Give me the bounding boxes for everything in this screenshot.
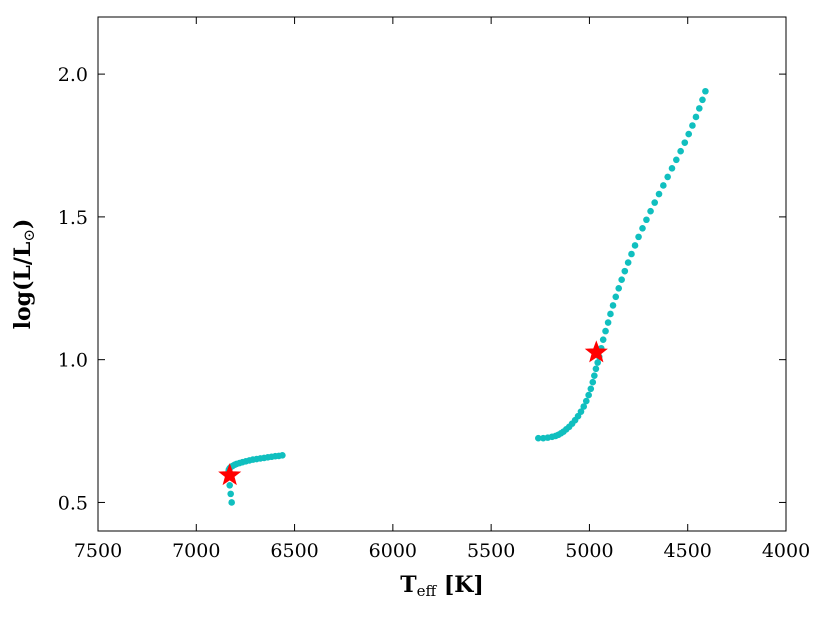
data-point	[594, 359, 601, 366]
y-axis-label: log(L/L⊙)	[10, 219, 38, 330]
x-axis-label-sub: eff	[417, 582, 438, 600]
plot-frame	[97, 16, 787, 532]
data-point	[607, 310, 614, 318]
data-point	[696, 105, 703, 112]
data-point	[624, 259, 632, 266]
data-point	[587, 385, 595, 393]
data-point	[618, 276, 625, 284]
data-point	[685, 130, 692, 138]
y-tick-label: 1.5	[58, 207, 88, 229]
data-point	[681, 139, 689, 146]
data-point	[592, 365, 600, 373]
x-tick-label: 4500	[664, 540, 712, 562]
data-point	[631, 242, 639, 249]
x-axis-label: Teff [K]	[400, 572, 484, 600]
data-point	[535, 434, 542, 442]
data-point	[702, 87, 709, 95]
data-point	[589, 378, 597, 386]
data-point	[647, 207, 654, 215]
data-point	[599, 336, 607, 343]
y-axis-label-rest: )	[10, 219, 36, 229]
data-point	[664, 173, 671, 181]
y-axis-label-main: log(L/L	[10, 242, 36, 330]
x-tick-label: 6000	[369, 540, 417, 562]
data-point	[591, 372, 598, 379]
data-point	[615, 284, 623, 292]
data-point	[643, 216, 650, 224]
x-axis-label-rest: [K]	[436, 572, 484, 598]
x-tick-label: 7000	[172, 540, 220, 562]
data-point	[580, 403, 588, 410]
data-point	[585, 391, 592, 399]
data-point	[639, 225, 646, 232]
data-point	[577, 408, 585, 415]
data-point	[227, 490, 234, 498]
data-point	[628, 250, 635, 258]
data-point	[602, 327, 609, 335]
x-tick-label: 6500	[270, 540, 318, 562]
data-point	[655, 190, 663, 198]
data-point	[609, 302, 617, 309]
data-point	[660, 182, 667, 189]
data-point	[689, 122, 696, 129]
star-marker	[218, 463, 242, 486]
y-tick-label: 2.0	[58, 64, 88, 86]
data-point	[673, 156, 680, 164]
x-tick-label: 5500	[467, 540, 515, 562]
data-point	[621, 267, 629, 275]
data-point	[604, 319, 612, 326]
data-point	[228, 499, 235, 506]
ticks	[97, 17, 787, 531]
y-axis-label-sub: ⊙	[20, 229, 38, 242]
x-axis-label-main: T	[400, 572, 417, 598]
x-tick-label: 5000	[565, 540, 613, 562]
data-points	[225, 87, 709, 506]
data-point	[699, 96, 706, 104]
star-marker	[584, 340, 608, 363]
data-point	[651, 199, 658, 206]
data-point	[668, 165, 676, 172]
y-tick-labels: 0.5 1.0 1.5 2.0	[58, 64, 88, 514]
star-markers	[218, 340, 608, 486]
data-point	[692, 113, 700, 121]
y-tick-label: 1.0	[58, 350, 88, 372]
y-tick-label: 0.5	[58, 492, 88, 514]
x-tick-labels: 7500 7000 6500 6000 5500 5000 4500 4000	[74, 540, 810, 562]
data-point	[612, 293, 620, 301]
x-tick-label: 7500	[74, 540, 122, 562]
data-point	[582, 397, 590, 405]
data-point	[226, 482, 234, 489]
data-point	[279, 452, 286, 459]
data-point	[677, 147, 684, 155]
x-tick-label: 4000	[762, 540, 810, 562]
data-point	[635, 233, 642, 241]
